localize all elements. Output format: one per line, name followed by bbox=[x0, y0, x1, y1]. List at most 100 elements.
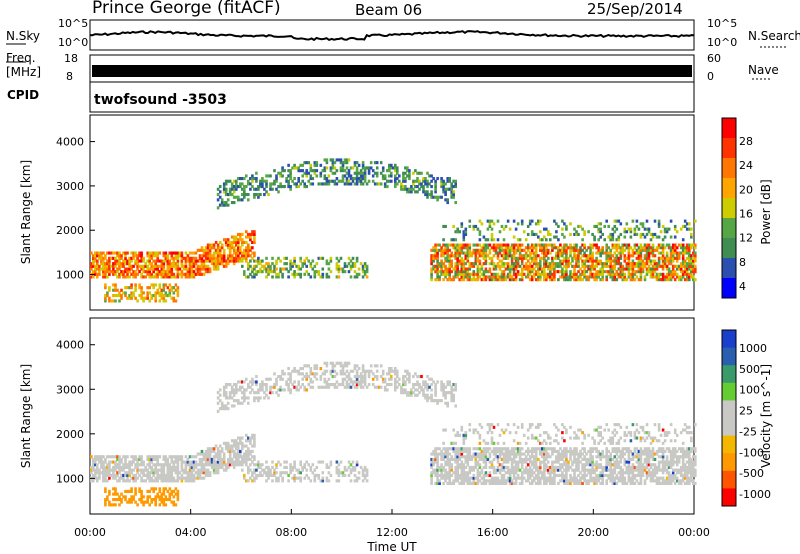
velocity-cell bbox=[474, 481, 478, 485]
power-cell bbox=[563, 272, 566, 276]
power-cell bbox=[347, 179, 351, 183]
power-cell bbox=[488, 262, 492, 266]
power-cell bbox=[305, 169, 308, 173]
velocity-cell bbox=[343, 372, 347, 376]
velocity-cell bbox=[448, 476, 451, 480]
power-cell bbox=[557, 238, 560, 242]
velocity-cell bbox=[345, 383, 349, 387]
power-cell bbox=[150, 272, 153, 276]
power-cell bbox=[683, 224, 687, 228]
velocity-cell bbox=[307, 364, 310, 368]
power-cell bbox=[675, 246, 679, 250]
power-cell bbox=[295, 264, 298, 268]
power-cell bbox=[100, 251, 103, 255]
velocity-cell bbox=[500, 452, 504, 456]
power-cell bbox=[553, 272, 556, 276]
power-cell bbox=[673, 256, 677, 260]
power-cell bbox=[647, 264, 651, 268]
power-cell bbox=[486, 270, 490, 274]
power-cell bbox=[514, 227, 518, 231]
power-cell bbox=[339, 166, 343, 170]
power-cell bbox=[293, 166, 296, 170]
power-cell bbox=[120, 256, 123, 260]
power-cell bbox=[154, 251, 157, 255]
velocity-cell bbox=[251, 455, 254, 459]
power-cell bbox=[333, 179, 337, 183]
velocity-cell bbox=[206, 460, 210, 464]
velocity-cell bbox=[237, 457, 240, 461]
velocity-cell bbox=[140, 495, 143, 499]
power-cell bbox=[228, 256, 232, 260]
velocity-cell bbox=[458, 465, 461, 469]
power-cell bbox=[160, 272, 164, 276]
velocity-cell bbox=[253, 399, 256, 403]
power-cell bbox=[277, 171, 280, 175]
velocity-cell bbox=[440, 468, 443, 472]
power-cell bbox=[679, 267, 683, 271]
velocity-cell bbox=[216, 457, 220, 461]
velocity-cell bbox=[528, 476, 532, 480]
velocity-cell bbox=[235, 460, 238, 464]
velocity-cell bbox=[170, 479, 174, 483]
velocity-cell bbox=[208, 447, 212, 451]
power-cell bbox=[500, 248, 504, 252]
velocity-cell bbox=[430, 473, 433, 477]
power-cell bbox=[506, 248, 510, 252]
power-cell bbox=[202, 272, 206, 276]
power-cell bbox=[426, 190, 429, 194]
velocity-cell bbox=[438, 452, 441, 456]
power-cell bbox=[247, 264, 250, 268]
power-cell bbox=[319, 275, 323, 279]
power-cell bbox=[655, 246, 659, 250]
velocity-cell bbox=[534, 473, 538, 477]
velocity-cell bbox=[444, 447, 447, 451]
velocity-cell bbox=[516, 465, 520, 469]
velocity-cell bbox=[472, 473, 476, 477]
power-cell bbox=[541, 267, 544, 271]
power-cell bbox=[94, 254, 97, 258]
power-cell bbox=[98, 254, 101, 258]
power-cell bbox=[577, 262, 580, 266]
power-cell bbox=[146, 272, 149, 276]
velocity-cell bbox=[202, 463, 206, 467]
power-cell bbox=[671, 246, 675, 250]
power-cell bbox=[688, 256, 691, 260]
power-cell bbox=[442, 190, 445, 194]
power-cell bbox=[184, 275, 188, 279]
power-cell bbox=[512, 267, 516, 271]
velocity-cell bbox=[512, 452, 516, 456]
power-cell bbox=[583, 243, 586, 247]
power-cell bbox=[108, 262, 111, 266]
velocity-cell bbox=[504, 481, 508, 485]
power-cell bbox=[613, 251, 617, 255]
power-cell bbox=[245, 259, 248, 263]
power-cell bbox=[667, 259, 671, 263]
velocity-cell bbox=[454, 447, 457, 451]
velocity-cell bbox=[128, 500, 131, 504]
velocity-cell bbox=[345, 380, 349, 384]
velocity-cell bbox=[446, 476, 449, 480]
power-cell bbox=[551, 243, 554, 247]
power-cell bbox=[112, 272, 115, 276]
power-cell bbox=[619, 232, 623, 236]
velocity-cell bbox=[454, 385, 457, 389]
power-cell bbox=[309, 169, 313, 173]
power-cell bbox=[601, 248, 604, 252]
velocity-cell bbox=[436, 471, 439, 475]
power-cell bbox=[235, 185, 238, 189]
power-cell bbox=[579, 251, 582, 255]
velocity-cell bbox=[512, 473, 516, 477]
power-cell bbox=[683, 259, 687, 263]
velocity-cell bbox=[444, 468, 447, 472]
velocity-cell bbox=[506, 449, 510, 453]
power-cell bbox=[148, 286, 151, 290]
power-cell bbox=[627, 259, 631, 263]
power-cell bbox=[688, 275, 691, 279]
power-cell bbox=[633, 264, 637, 268]
velocity-cell bbox=[418, 391, 421, 395]
velocity-cell bbox=[241, 391, 244, 395]
power-cell bbox=[182, 267, 186, 271]
power-cell bbox=[224, 179, 228, 183]
velocity-cell bbox=[430, 479, 433, 483]
velocity-cell bbox=[170, 473, 174, 477]
